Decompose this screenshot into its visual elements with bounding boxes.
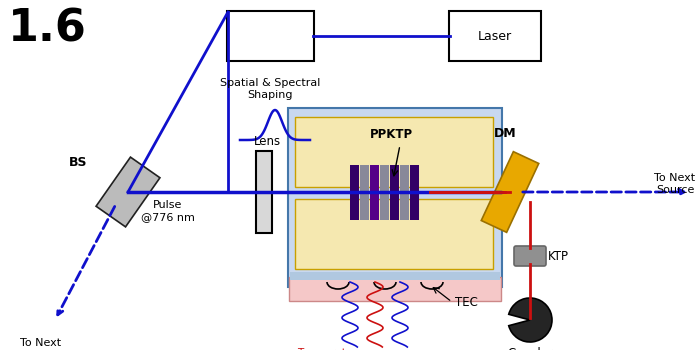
Text: Temperature
Sensor: Temperature Sensor bbox=[297, 348, 363, 350]
FancyBboxPatch shape bbox=[227, 11, 314, 61]
FancyBboxPatch shape bbox=[410, 165, 419, 220]
FancyBboxPatch shape bbox=[295, 117, 493, 187]
FancyBboxPatch shape bbox=[256, 151, 272, 233]
Wedge shape bbox=[509, 298, 552, 342]
Text: Laser: Laser bbox=[478, 29, 512, 42]
Text: To Next
Source: To Next Source bbox=[654, 173, 695, 195]
FancyBboxPatch shape bbox=[400, 165, 409, 220]
FancyBboxPatch shape bbox=[390, 165, 399, 220]
FancyBboxPatch shape bbox=[288, 108, 502, 287]
Text: Pulse
@776 nm: Pulse @776 nm bbox=[141, 200, 195, 222]
FancyBboxPatch shape bbox=[449, 11, 541, 61]
Text: Spatial & Spectral
Shaping: Spatial & Spectral Shaping bbox=[220, 78, 320, 100]
Text: 1.6: 1.6 bbox=[8, 8, 87, 51]
FancyBboxPatch shape bbox=[380, 165, 389, 220]
Polygon shape bbox=[481, 152, 539, 232]
FancyBboxPatch shape bbox=[295, 199, 493, 269]
Text: DM: DM bbox=[493, 127, 516, 140]
FancyBboxPatch shape bbox=[289, 277, 501, 301]
Text: KTP: KTP bbox=[548, 250, 569, 262]
Text: TEC: TEC bbox=[455, 295, 478, 308]
Text: Coupler: Coupler bbox=[507, 347, 553, 350]
Polygon shape bbox=[96, 157, 160, 227]
Text: Lens: Lens bbox=[253, 135, 280, 148]
Text: BS: BS bbox=[69, 155, 87, 168]
FancyBboxPatch shape bbox=[514, 246, 546, 266]
FancyBboxPatch shape bbox=[370, 165, 379, 220]
Text: PPKTP: PPKTP bbox=[370, 128, 413, 141]
Text: To Next
Source: To Next Source bbox=[20, 338, 61, 350]
FancyBboxPatch shape bbox=[290, 272, 500, 280]
FancyBboxPatch shape bbox=[350, 165, 359, 220]
FancyBboxPatch shape bbox=[360, 165, 369, 220]
